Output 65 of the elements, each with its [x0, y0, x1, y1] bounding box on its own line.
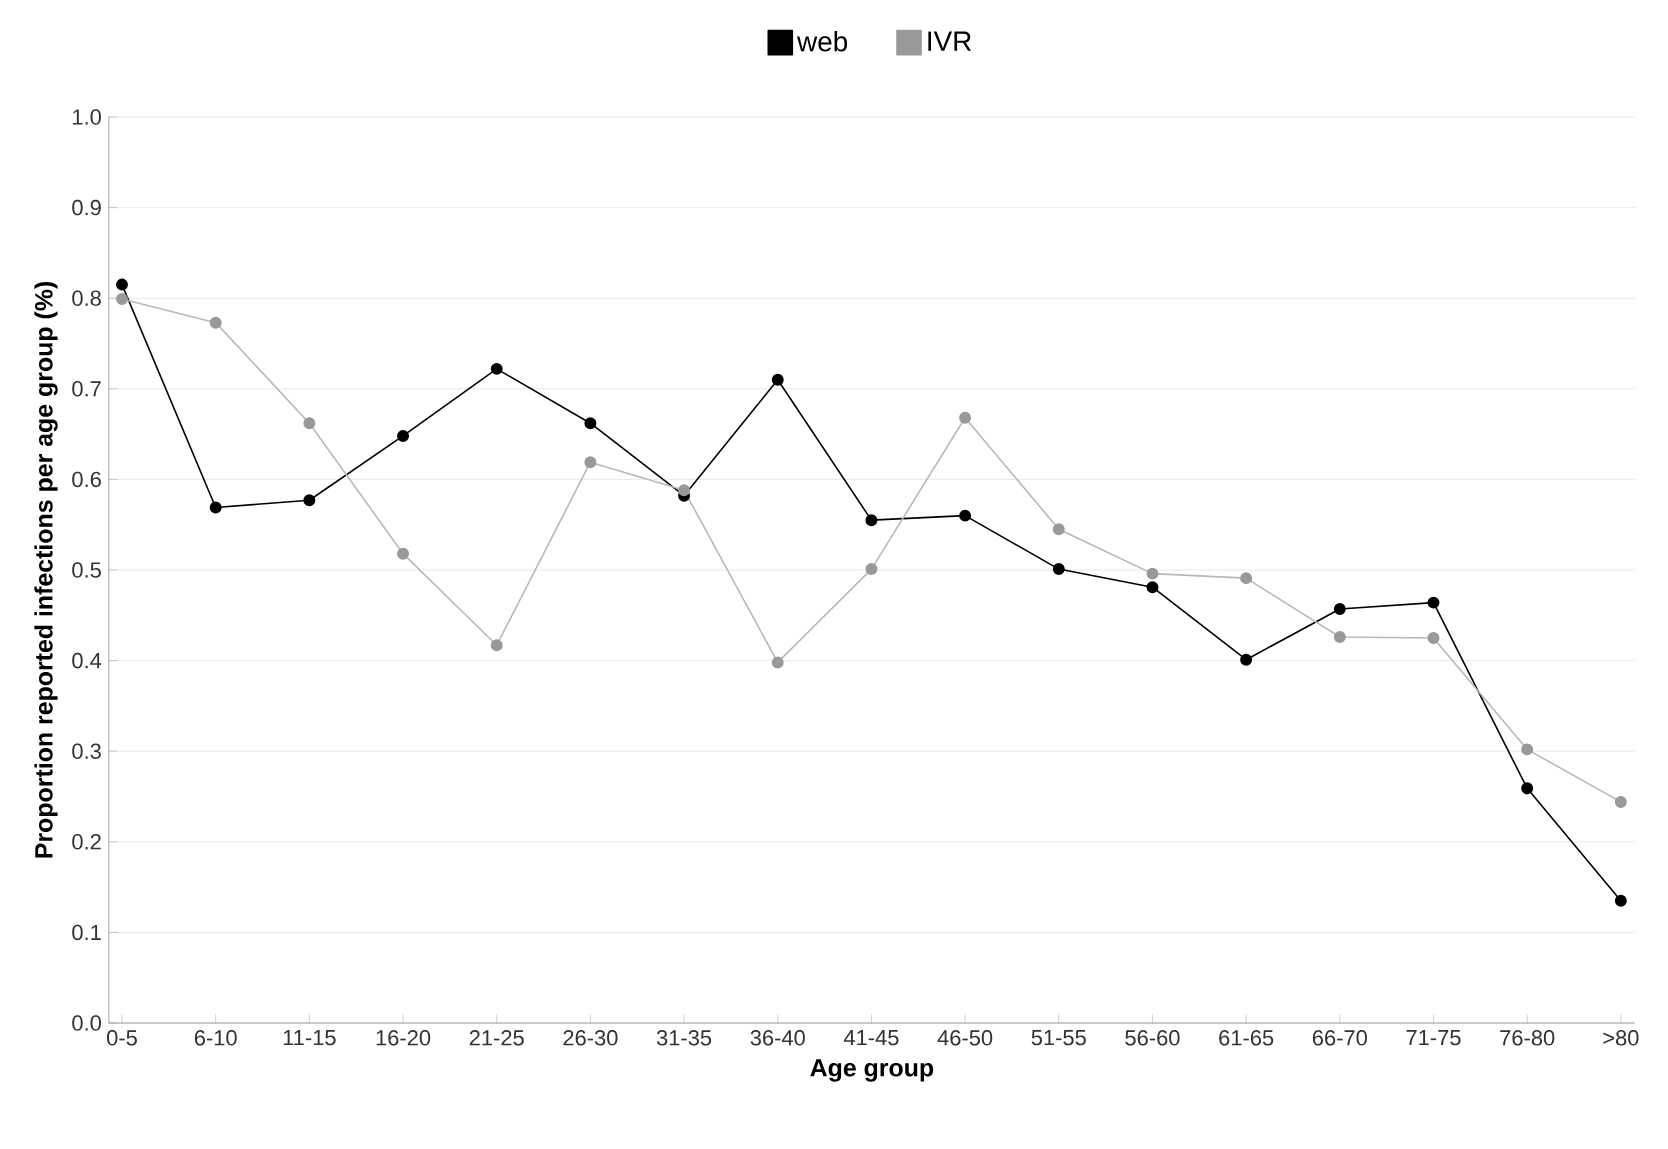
- point: [1240, 572, 1253, 585]
- x-tick-label: 31-35: [656, 1030, 712, 1046]
- point: [1240, 653, 1253, 666]
- x-tick-label: 16-20: [376, 1030, 431, 1046]
- x-tick-label: 26-30: [563, 1030, 618, 1046]
- point: [865, 514, 878, 527]
- point: [209, 316, 222, 329]
- point: [490, 362, 503, 375]
- point: [1614, 894, 1627, 907]
- y-tick-label: 0.1: [72, 924, 101, 941]
- x-tick-label: 46-50: [937, 1030, 993, 1046]
- point: [1427, 631, 1440, 644]
- x-tick-label: 76-80: [1500, 1030, 1555, 1046]
- x-tick-label: 36-40: [750, 1030, 805, 1046]
- x-tick-label: 66-70: [1312, 1030, 1367, 1046]
- x-tick-label: 41-45: [843, 1030, 899, 1046]
- point: [678, 484, 691, 497]
- point: [1333, 602, 1346, 615]
- y-tick-label: 0.9: [72, 199, 101, 216]
- y-tick-label: 0.5: [72, 562, 101, 578]
- point: [865, 563, 878, 576]
- y-tick-label: 0.4: [72, 652, 102, 669]
- y-tick-label: 0.8: [72, 290, 101, 306]
- x-tick-label: 11-15: [283, 1030, 336, 1046]
- point: [959, 509, 972, 522]
- x-axis-title: Age group: [810, 1059, 934, 1082]
- point: [959, 411, 972, 424]
- x-tick-label: 56-60: [1125, 1030, 1180, 1046]
- point: [1614, 795, 1627, 808]
- point: [1052, 523, 1065, 536]
- point: [584, 417, 597, 430]
- point: [1333, 631, 1346, 644]
- x-tick-label: >80: [1603, 1030, 1639, 1046]
- x-tick-label: 6-10: [194, 1030, 237, 1046]
- y-tick-label: 1.0: [73, 109, 101, 125]
- point: [1521, 782, 1534, 795]
- point: [490, 639, 503, 652]
- point: [209, 501, 222, 514]
- x-tick-label: 61-65: [1219, 1030, 1274, 1046]
- point: [584, 456, 597, 469]
- point: [303, 417, 316, 430]
- legend-label: IVR: [928, 31, 972, 51]
- point: [1427, 596, 1440, 609]
- point: [116, 293, 128, 306]
- y-axis-title: Proportion reported infections per age group (%): [34, 282, 58, 858]
- point: [1521, 743, 1534, 756]
- x-tick-label: 51-55: [1031, 1030, 1086, 1046]
- point: [771, 656, 784, 669]
- point: [1146, 581, 1159, 594]
- x-tick-label: 71-75: [1406, 1030, 1461, 1046]
- y-tick-label: 0.3: [72, 743, 101, 759]
- y-tick-label: 0.6: [72, 471, 101, 488]
- x-tick-label: 21-25: [469, 1030, 524, 1046]
- x-tick-label: 0-5: [107, 1030, 137, 1046]
- point: [1052, 563, 1065, 576]
- point: [771, 373, 784, 386]
- point: [303, 494, 316, 507]
- point: [397, 429, 410, 442]
- y-tick-label: 0.2: [72, 834, 101, 850]
- y-tick-label: 0.0: [72, 1015, 101, 1031]
- legend-label: web: [797, 31, 848, 52]
- y-tick-label: 0.7: [72, 381, 101, 397]
- point: [1146, 567, 1159, 580]
- point: [397, 547, 410, 560]
- point: [116, 278, 128, 291]
